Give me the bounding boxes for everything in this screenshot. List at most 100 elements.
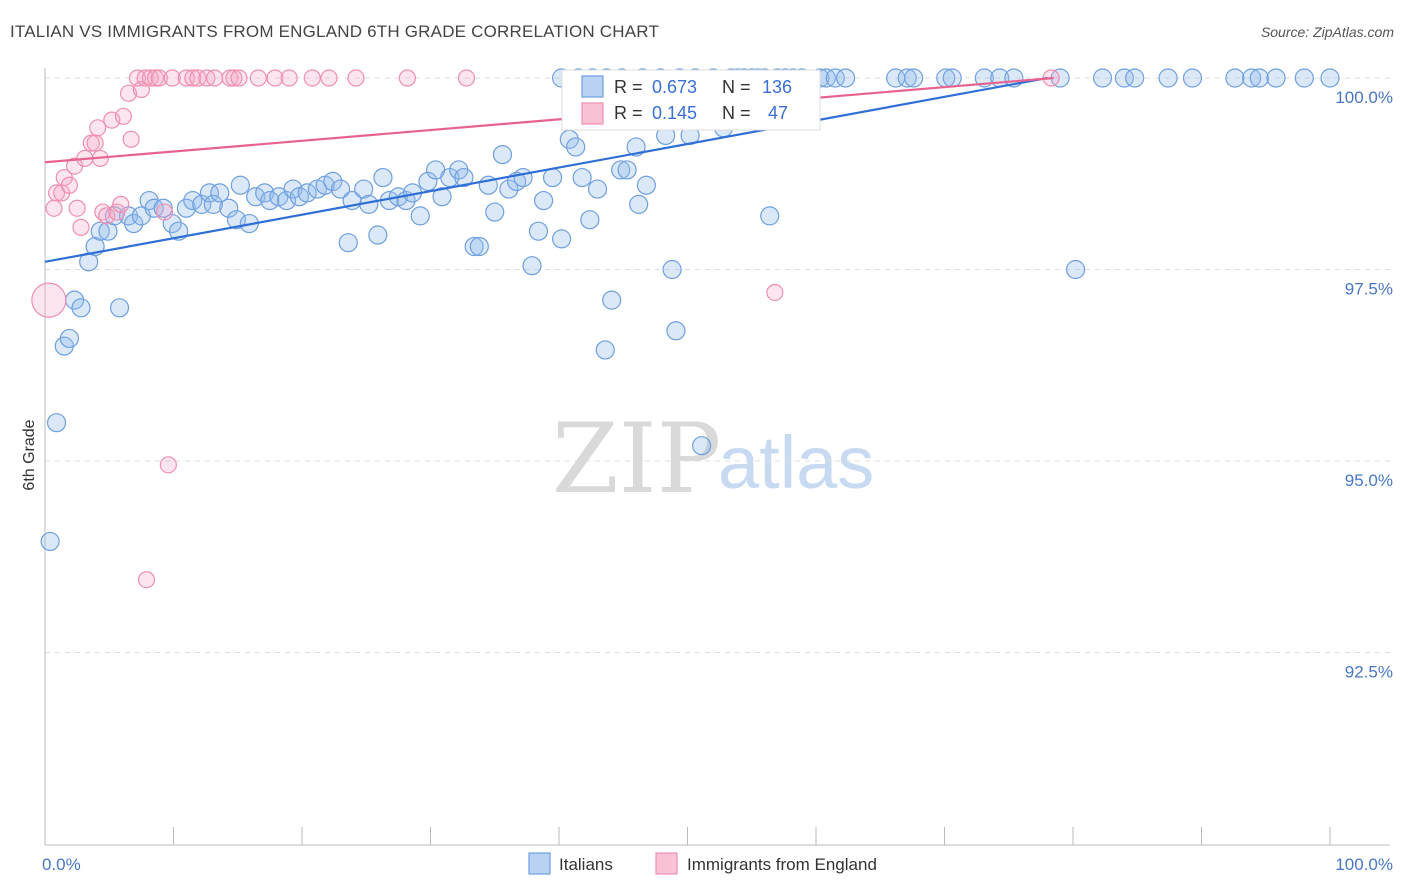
england-point bbox=[189, 69, 207, 87]
italians-point bbox=[230, 175, 250, 195]
italians-point bbox=[760, 206, 780, 226]
legend-label-england: Immigrants from England bbox=[687, 855, 877, 874]
england-point bbox=[766, 283, 784, 302]
england-point bbox=[119, 84, 138, 102]
england-point bbox=[114, 107, 132, 125]
italians-point bbox=[46, 413, 67, 433]
england-point bbox=[146, 69, 165, 87]
italians-point bbox=[373, 167, 393, 188]
england-point bbox=[122, 130, 140, 148]
england-point bbox=[398, 69, 416, 87]
italians-point bbox=[464, 236, 484, 257]
stats-n-value-england: 47 bbox=[768, 103, 788, 123]
italians-point bbox=[1125, 68, 1145, 88]
italians-point bbox=[666, 321, 686, 341]
italians-point bbox=[587, 179, 608, 199]
italians-point bbox=[942, 68, 962, 88]
italians-point bbox=[1249, 68, 1269, 88]
chart-title: ITALIAN VS IMMIGRANTS FROM ENGLAND 6TH G… bbox=[10, 22, 660, 41]
italians-point bbox=[897, 68, 917, 88]
italians-point bbox=[210, 183, 230, 203]
england-point bbox=[266, 69, 284, 87]
y-tick-labels: 100.0% 97.5% 95.0% 92.5% bbox=[1335, 88, 1393, 682]
england-point bbox=[230, 69, 248, 87]
italians-point bbox=[71, 298, 91, 318]
stats-box-frame bbox=[561, 69, 821, 131]
england-point bbox=[303, 69, 321, 87]
italians-point bbox=[410, 206, 430, 226]
italians-point bbox=[1225, 68, 1245, 88]
italians-point bbox=[226, 210, 247, 230]
italians-point bbox=[595, 340, 615, 360]
stats-n-label-england: N = bbox=[722, 103, 751, 123]
italians-point bbox=[629, 194, 649, 214]
x-tick-label-min: 0.0% bbox=[42, 855, 81, 874]
italians-point bbox=[835, 68, 856, 88]
stats-box: R = 0.673 N = 136 R = 0.145 N = 47 bbox=[561, 69, 821, 131]
italians-point bbox=[354, 179, 374, 199]
italians-point bbox=[469, 236, 489, 257]
x-tick-label-max: 100.0% bbox=[1335, 855, 1393, 874]
italians-point bbox=[219, 198, 239, 218]
italians-point bbox=[109, 298, 130, 318]
legend-label-italians: Italians bbox=[559, 855, 613, 874]
italians-point bbox=[485, 202, 505, 222]
england-point bbox=[347, 69, 365, 87]
italians-point bbox=[283, 179, 303, 199]
y-tick-label-1: 97.5% bbox=[1345, 280, 1393, 299]
italians-point bbox=[1182, 68, 1203, 88]
italians-point bbox=[904, 68, 924, 88]
y-axis-label: 6th Grade bbox=[21, 419, 38, 490]
legend: Italians Immigrants from England bbox=[528, 852, 877, 875]
italians-point bbox=[199, 183, 220, 203]
italians-point bbox=[153, 198, 173, 218]
italians-point bbox=[1320, 68, 1340, 88]
italians-point bbox=[297, 183, 317, 203]
grid-lines bbox=[45, 77, 1390, 653]
england-point bbox=[112, 195, 130, 213]
italians-point bbox=[572, 167, 592, 188]
italians-point bbox=[59, 328, 80, 349]
italians-point bbox=[338, 233, 358, 253]
italians-point bbox=[1294, 68, 1314, 88]
italians-point bbox=[454, 167, 474, 188]
england-point bbox=[89, 119, 107, 137]
italians-point bbox=[176, 198, 196, 218]
england-point bbox=[98, 207, 116, 225]
axes bbox=[44, 68, 1390, 846]
watermark-atlas: atlas bbox=[718, 421, 874, 504]
stats-r-value-italians: 0.673 bbox=[652, 77, 697, 97]
italians-point bbox=[90, 221, 110, 241]
england-trend-line bbox=[44, 76, 1054, 164]
italians-trend-line bbox=[44, 76, 1048, 263]
italians-point bbox=[323, 171, 343, 192]
y-tick-label-2: 95.0% bbox=[1345, 471, 1393, 490]
series-england-points bbox=[31, 69, 1060, 589]
italians-point bbox=[492, 145, 513, 165]
england-point bbox=[45, 199, 63, 217]
england-point bbox=[150, 69, 168, 87]
italians-point bbox=[124, 213, 144, 234]
england-point bbox=[137, 571, 156, 589]
italians-point bbox=[418, 171, 438, 192]
england-point bbox=[155, 203, 174, 221]
italians-point bbox=[533, 190, 554, 211]
england-point bbox=[60, 176, 79, 194]
watermark: ZIP atlas bbox=[552, 403, 874, 515]
italians-point bbox=[1092, 68, 1113, 88]
england-point bbox=[159, 456, 177, 474]
italians-point bbox=[1266, 68, 1286, 88]
stats-swatch-blue bbox=[581, 75, 604, 98]
y-tick-label-0: 100.0% bbox=[1335, 88, 1393, 107]
italians-point bbox=[203, 194, 223, 214]
italians-point bbox=[662, 259, 682, 280]
legend-swatch-england bbox=[655, 852, 678, 875]
england-point bbox=[225, 69, 243, 87]
england-point bbox=[249, 69, 267, 87]
stats-n-value-italians: 136 bbox=[762, 77, 792, 97]
england-point bbox=[206, 69, 224, 87]
italians-point bbox=[1242, 68, 1262, 88]
italians-point bbox=[626, 137, 646, 157]
england-point bbox=[141, 69, 159, 87]
italians-point bbox=[611, 160, 631, 180]
